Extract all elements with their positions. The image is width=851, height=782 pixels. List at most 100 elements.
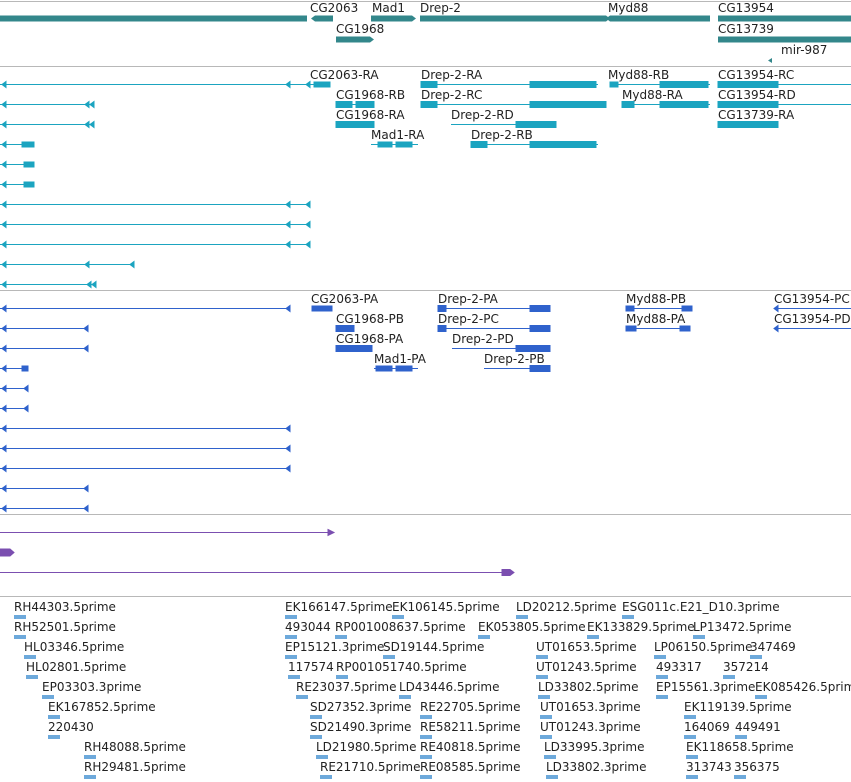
protein-exon[interactable] xyxy=(625,325,637,332)
est-feature[interactable] xyxy=(536,675,548,679)
est-feature[interactable] xyxy=(656,695,668,699)
gene-bar[interactable] xyxy=(336,36,374,43)
gene-bar[interactable] xyxy=(718,36,851,43)
est-feature[interactable] xyxy=(478,635,490,639)
protein-exon[interactable] xyxy=(335,345,373,352)
est-feature[interactable] xyxy=(735,735,747,739)
est-feature[interactable] xyxy=(686,755,698,759)
est-feature[interactable] xyxy=(84,775,96,779)
est-feature[interactable] xyxy=(516,615,528,619)
est-feature[interactable] xyxy=(546,775,558,779)
protein-exon[interactable] xyxy=(437,325,447,332)
transcript-exon[interactable] xyxy=(21,141,35,148)
gene-bar[interactable] xyxy=(606,15,710,22)
est-feature[interactable] xyxy=(693,635,705,639)
transcript-exon[interactable] xyxy=(355,101,375,108)
protein-exon[interactable] xyxy=(375,365,393,372)
transcript-exon[interactable] xyxy=(717,101,779,108)
transcript-exon[interactable] xyxy=(529,141,597,148)
est-feature[interactable] xyxy=(399,695,411,699)
protein-exon[interactable] xyxy=(437,305,447,312)
est-feature[interactable] xyxy=(420,775,432,779)
est-feature[interactable] xyxy=(14,615,26,619)
gene-track[interactable]: CG2063 Mad1 Drep-2 Myd88 CG13954 CG1968 … xyxy=(0,1,851,63)
est-feature[interactable] xyxy=(538,695,550,699)
transcript-exon[interactable] xyxy=(717,81,779,88)
est-feature[interactable] xyxy=(335,635,347,639)
est-feature[interactable] xyxy=(420,735,432,739)
est-feature[interactable] xyxy=(84,755,96,759)
protein-exon[interactable] xyxy=(529,365,551,372)
transcript-track[interactable]: CG2063-RA Drep-2-RA Myd88-RB CG13954-RC … xyxy=(0,68,851,289)
transcript-exon[interactable] xyxy=(470,141,488,148)
transcript-exon[interactable] xyxy=(23,161,35,168)
gene-bar[interactable] xyxy=(0,15,307,22)
est-feature[interactable] xyxy=(654,655,666,659)
est-feature[interactable] xyxy=(734,775,746,779)
est-feature[interactable] xyxy=(285,635,297,639)
protein-exon[interactable] xyxy=(335,325,355,332)
est-feature[interactable] xyxy=(48,715,60,719)
protein-exon[interactable] xyxy=(681,305,693,312)
transcript-exon[interactable] xyxy=(529,81,597,88)
transcript-exon[interactable] xyxy=(420,101,438,108)
est-feature[interactable] xyxy=(750,655,762,659)
transcript-exon[interactable] xyxy=(529,101,607,108)
est-feature[interactable] xyxy=(420,755,432,759)
transcript-exon[interactable] xyxy=(717,121,779,128)
gene-bar[interactable] xyxy=(718,15,851,22)
transcript-exon[interactable] xyxy=(621,101,635,108)
est-feature[interactable] xyxy=(540,715,552,719)
gene-bar[interactable] xyxy=(311,15,333,22)
transcript-exon[interactable] xyxy=(420,81,438,88)
est-feature[interactable] xyxy=(536,655,548,659)
transcript-exon[interactable] xyxy=(313,81,331,88)
transcript-exon[interactable] xyxy=(335,121,375,128)
est-feature[interactable] xyxy=(310,735,322,739)
protein-exon[interactable] xyxy=(529,325,551,332)
est-feature[interactable] xyxy=(540,735,552,739)
protein-exon[interactable] xyxy=(625,305,635,312)
protein-exon[interactable] xyxy=(395,365,413,372)
est-feature[interactable] xyxy=(336,675,348,679)
est-feature[interactable] xyxy=(42,695,54,699)
est-feature[interactable] xyxy=(684,735,696,739)
protein-exon[interactable] xyxy=(21,365,29,372)
est-feature[interactable] xyxy=(285,615,297,619)
est-feature[interactable] xyxy=(285,655,297,659)
est-feature[interactable] xyxy=(723,675,735,679)
est-feature[interactable] xyxy=(755,695,767,699)
transcript-exon[interactable] xyxy=(23,181,35,188)
transcript-exon[interactable] xyxy=(515,121,557,128)
transcript-exon[interactable] xyxy=(335,101,353,108)
feature-block[interactable] xyxy=(0,548,15,557)
transcript-exon[interactable] xyxy=(659,101,709,108)
est-feature[interactable] xyxy=(587,635,599,639)
est-feature[interactable] xyxy=(296,695,308,699)
est-track[interactable]: RH44303.5prime EK166147.5prime EK106145.5p… xyxy=(14,600,851,779)
transcript-exon[interactable] xyxy=(377,141,393,148)
protein-track[interactable]: CG2063-PA Drep-2-PA Myd88-PB CG13954-PC … xyxy=(0,292,851,513)
est-feature[interactable] xyxy=(392,615,404,619)
gene-bar[interactable] xyxy=(371,15,416,22)
protein-exon[interactable] xyxy=(529,305,551,312)
protein-exon[interactable] xyxy=(679,325,691,332)
est-feature[interactable] xyxy=(420,715,432,719)
protein-exon[interactable] xyxy=(515,345,551,352)
est-feature[interactable] xyxy=(48,735,60,739)
est-feature[interactable] xyxy=(656,675,668,679)
protein-exon[interactable] xyxy=(311,305,333,312)
est-feature[interactable] xyxy=(24,655,36,659)
est-feature[interactable] xyxy=(684,715,696,719)
est-feature[interactable] xyxy=(686,775,698,779)
est-feature[interactable] xyxy=(544,755,556,759)
est-feature[interactable] xyxy=(383,655,395,659)
est-feature[interactable] xyxy=(288,675,300,679)
gene-bar[interactable] xyxy=(420,15,610,22)
est-feature[interactable] xyxy=(316,755,328,759)
est-feature[interactable] xyxy=(310,715,322,719)
transcript-exon[interactable] xyxy=(659,81,709,88)
est-feature[interactable] xyxy=(14,635,26,639)
est-feature[interactable] xyxy=(320,775,332,779)
transcript-exon[interactable] xyxy=(395,141,413,148)
